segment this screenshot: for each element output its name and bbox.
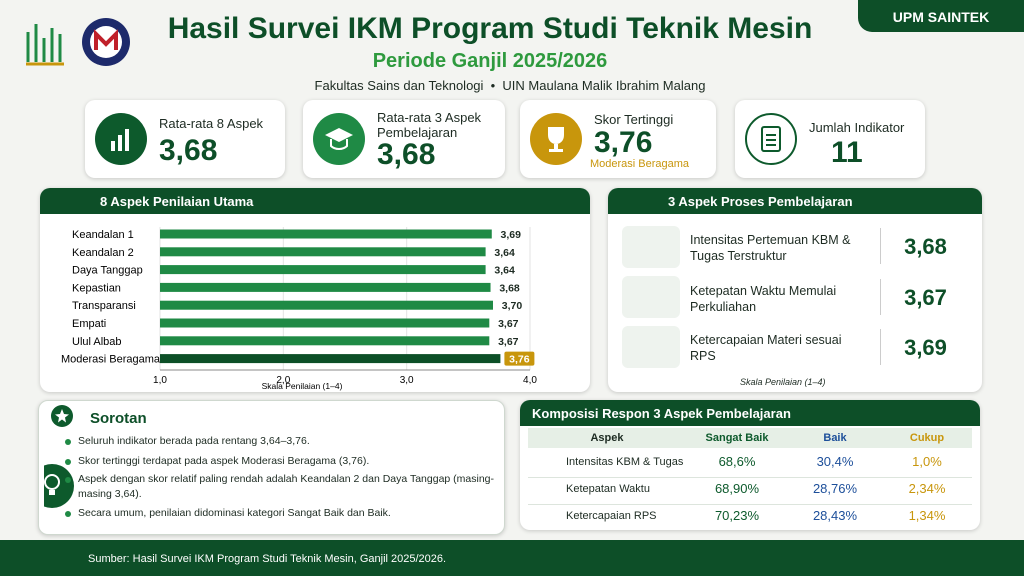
bar-chart: 1,0 2,0 3,0 4,0 Skala Penilaian (1–4) Keandal… [61, 227, 537, 391]
sorotan-item: Secara umum, penilaian didominasi katego… [65, 506, 498, 521]
card-note: Moderasi Beragama [590, 158, 690, 170]
table-cell: 1,34% [908, 508, 946, 523]
bar [160, 247, 486, 257]
card-value: 11 [831, 136, 863, 169]
y-tick-label: Ulul Albab [72, 336, 122, 348]
y-tick-label: Moderasi Beragama [61, 354, 161, 366]
icons [44, 405, 74, 508]
th: Aspek [590, 432, 624, 444]
footer: Sumber: Hasil Survei IKM Program Studi T… [88, 553, 447, 565]
table-cell: Intensitas KBM & Tugas [566, 456, 684, 468]
x-tick-label: 4,0 [523, 375, 537, 386]
bar [160, 282, 491, 292]
card-value: 3,68 [377, 138, 436, 171]
icon [622, 326, 680, 368]
row-divider [528, 477, 972, 478]
sorotan-title: Sorotan [90, 410, 147, 427]
th: Cukup [909, 432, 945, 444]
card-label: Rata-rata 3 Aspek Pembelajaran [377, 110, 482, 140]
stat-card: Jumlah Indikator 11 [735, 100, 925, 178]
subtitle: Periode Ganjil 2025/2026 [372, 50, 608, 72]
bar [160, 300, 493, 310]
value-label: 3,64 [494, 265, 515, 277]
sorotan-item: Skor tertinggi terdapat pada aspek Moder… [65, 454, 498, 469]
sorotan-panel [38, 400, 505, 535]
panel-header: Komposisi Respon 3 Aspek Pembelajaran [520, 400, 980, 426]
card-value: 3,76 [594, 126, 653, 159]
table-cell: 2,34% [908, 481, 946, 496]
table-header [528, 428, 972, 448]
table-cell: Ketercapaian RPS [566, 510, 657, 522]
logos [26, 18, 130, 66]
icon [530, 113, 582, 165]
value-label: 3,67 [498, 318, 519, 330]
y-tick-label: Transparansi [72, 300, 136, 312]
x-axis-label: Skala Penilaian (1–4) [262, 381, 343, 391]
y-tick-label: Daya Tanggap [72, 265, 143, 277]
value-label: 3,67 [498, 336, 519, 348]
card-label: Rata-rata 8 Aspek [159, 116, 264, 131]
footer-bar [0, 540, 1024, 576]
institution: Fakultas Sains dan Teknologi • UIN Maula… [314, 78, 706, 93]
stat-card: Skor Tertinggi 3,76 Moderasi Beragama [520, 100, 716, 178]
faculty: Fakultas Sains dan Teknologi [314, 78, 484, 93]
proses-label: Ketercapaian Materi sesuai RPS [690, 333, 842, 363]
x-tick-label: 1,0 [153, 375, 167, 386]
proses-value: 3,67 [880, 279, 970, 315]
bar [160, 354, 501, 364]
proses-label: Ketepatan Waktu Memulai Perkuliahan [690, 284, 837, 314]
value-label-bg [504, 351, 535, 366]
scale-note: Skala Penilaian (1–4) [740, 377, 826, 387]
university: UIN Maulana Malik Ibrahim Malang [502, 78, 706, 93]
bar [160, 229, 492, 239]
stat-card: Rata-rata 8 Aspek 3,68 [85, 100, 285, 178]
th: Baik [823, 432, 847, 444]
komposisi-panel: Komposisi Respon 3 Aspek Pembelajaran [520, 400, 980, 530]
stat-card: Rata-rata 3 Aspek Pembelajaran 3,68 [303, 100, 505, 178]
table-cell: 30,4% [816, 454, 854, 469]
table-cell: 28,43% [812, 508, 858, 523]
table-cell: 70,23% [714, 508, 760, 523]
sorotan-item: Seluruh indikator berada pada rentang 3,… [65, 434, 498, 449]
value-label: 3,70 [502, 300, 523, 312]
panel-header: 3 Aspek Proses Pembelajaran [608, 188, 982, 214]
icon [622, 226, 680, 268]
table-cell: Ketepatan Waktu [566, 483, 650, 495]
bar [160, 336, 490, 346]
card-label: Jumlah Indikator [809, 120, 905, 135]
card-label: Skor Tertinggi [594, 112, 674, 127]
value-label: 3,76 [509, 354, 530, 366]
icon [745, 113, 797, 165]
value-label: 3,68 [499, 282, 520, 294]
proses-value: 3,68 [880, 228, 970, 264]
table-cell: 68,90% [714, 481, 760, 496]
table-cell: 1,0% [912, 454, 942, 469]
badge: UPM SAINTEK [858, 0, 1024, 32]
value-label: 3,69 [501, 229, 522, 241]
bar [160, 265, 486, 275]
card-value: 3,68 [159, 134, 218, 167]
x-tick-label: 3,0 [400, 375, 414, 386]
icon [622, 276, 680, 318]
bar [160, 318, 490, 328]
proses-label: Intensitas Pertemuan KBM & Tugas Terstru… [690, 233, 851, 263]
sorotan-item: Aspek dengan skor relatif paling rendah … [65, 472, 498, 502]
proses-value: 3,69 [880, 329, 970, 365]
row-divider [528, 504, 972, 505]
th: Sangat Baik [705, 432, 769, 444]
panel-header: 8 Aspek Penilaian Utama [40, 188, 590, 214]
y-tick-label: Keandalan 2 [72, 247, 134, 259]
table-cell: 68,6% [718, 454, 756, 469]
y-tick-label: Kepastian [72, 282, 121, 294]
y-tick-label: Keandalan 1 [72, 229, 134, 241]
value-label: 3,64 [494, 247, 515, 259]
icon [313, 113, 365, 165]
title: Hasil Survei IKM Program Studi Teknik Me… [167, 12, 813, 45]
icon [95, 113, 147, 165]
table-cell: 28,76% [812, 481, 858, 496]
y-tick-label: Empati [72, 318, 106, 330]
x-tick-label: 2,0 [276, 375, 290, 386]
